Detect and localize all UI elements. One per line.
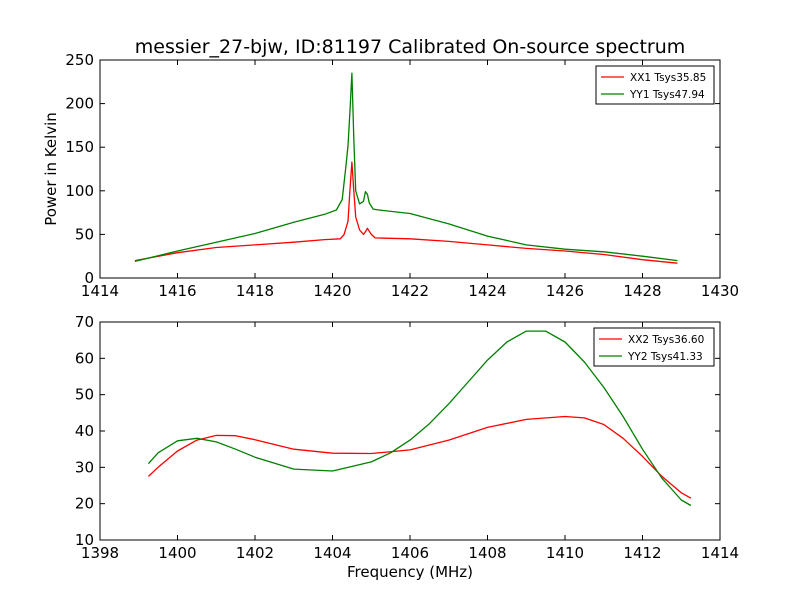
x-tick-label: 1402 xyxy=(236,544,274,562)
legend-box xyxy=(593,327,715,367)
series-line-yy1 xyxy=(134,72,678,263)
bottom-x-axis-label: Frequency (MHz) xyxy=(347,563,473,581)
x-tick-label: 1428 xyxy=(623,282,661,300)
legend-label: XX1 Tsys35.85 xyxy=(630,72,706,84)
chart-title: messier_27-bjw, ID:81197 Calibrated On-s… xyxy=(135,36,686,58)
x-tick-label: 1408 xyxy=(468,544,506,562)
y-tick-label: 40 xyxy=(75,422,94,440)
x-tick-label: 1404 xyxy=(313,544,351,562)
legend-label: YY2 Tsys41.33 xyxy=(627,351,703,363)
x-tick-label: 1418 xyxy=(236,282,274,300)
x-tick-label: 1400 xyxy=(158,544,196,562)
legend: XX1 Tsys35.85 YY1 Tsys47.94 xyxy=(595,65,715,105)
x-tick-label: 1424 xyxy=(468,282,506,300)
x-tick-label: 1406 xyxy=(391,544,429,562)
x-tick-label: 1412 xyxy=(623,544,661,562)
x-tick-label: 1422 xyxy=(391,282,429,300)
legend-label: YY1 Tsys47.94 xyxy=(629,89,705,101)
x-tick-label: 1398 xyxy=(81,544,119,562)
x-tick-label: 1430 xyxy=(701,282,739,300)
x-tick-label: 1414 xyxy=(81,282,119,300)
y-tick-label: 250 xyxy=(65,51,94,69)
y-tick-label: 60 xyxy=(75,349,94,367)
legend-label: XX2 Tsys36.60 xyxy=(628,334,704,346)
x-tick-label: 1420 xyxy=(313,282,351,300)
x-tick-label: 1414 xyxy=(701,544,739,562)
x-tick-label: 1416 xyxy=(158,282,196,300)
y-tick-label: 0 xyxy=(84,269,94,287)
top-y-axis-label: Power in Kelvin xyxy=(42,112,60,226)
legend-box xyxy=(595,65,715,105)
bottom-plot-panel: 1398 1400 1402 1404 1406 1408 1410 1412 1414 10 20… xyxy=(75,313,739,562)
y-tick-label: 150 xyxy=(65,138,94,156)
series-line-xx1 xyxy=(134,161,678,264)
y-tick-label: 10 xyxy=(75,531,94,549)
series-line-yy2 xyxy=(147,330,692,507)
series-line-xx2 xyxy=(147,415,692,499)
y-tick-label: 50 xyxy=(75,386,94,404)
y-tick-label: 200 xyxy=(65,95,94,113)
y-tick-label: 70 xyxy=(75,313,94,331)
top-plot-panel: 1414 1416 1418 1420 1422 1424 1426 1428 1430 0 50 1… xyxy=(65,51,739,300)
y-tick-label: 100 xyxy=(65,182,94,200)
x-tick-label: 1426 xyxy=(546,282,584,300)
legend: XX2 Tsys36.60 YY2 Tsys41.33 xyxy=(593,327,715,367)
x-tick-label: 1410 xyxy=(546,544,584,562)
y-tick-label: 20 xyxy=(75,495,94,513)
y-tick-label: 30 xyxy=(75,458,94,476)
y-tick-label: 50 xyxy=(75,225,94,243)
